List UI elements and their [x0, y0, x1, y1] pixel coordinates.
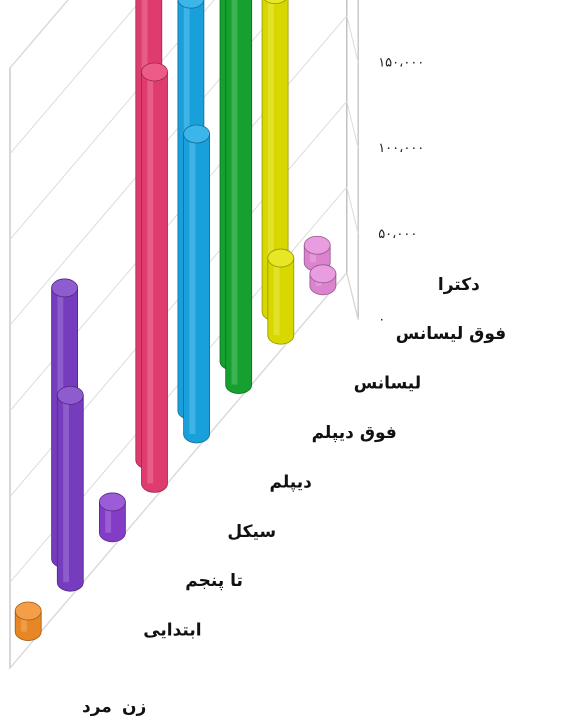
bar-top — [141, 62, 168, 82]
y-tick-label: ۰ — [378, 313, 385, 328]
category-label: لیسانس — [354, 374, 421, 394]
bar-body — [225, 0, 253, 394]
bar-top — [264, 0, 287, 5]
bar-highlight — [105, 501, 112, 533]
bar-3-1 — [141, 62, 168, 493]
bar-highlight — [267, 0, 274, 312]
bar-2-1 — [99, 492, 126, 543]
bar-4-1 — [183, 124, 211, 444]
bar-body — [183, 133, 210, 444]
chart-bars — [14, 0, 337, 641]
bar-highlight — [231, 0, 238, 385]
category-label: ابتدایی — [143, 621, 201, 641]
bar-6-0 — [261, 0, 289, 322]
gridline-side — [9, 0, 69, 69]
category-label: تا پنجم — [185, 571, 243, 591]
series-label: مرد — [82, 697, 112, 717]
bar-top — [51, 278, 78, 298]
bar-highlight — [21, 611, 27, 632]
bar-1-1 — [56, 385, 84, 592]
bar-5-1 — [225, 0, 253, 394]
bar-top — [309, 264, 337, 284]
series-label: زن — [122, 697, 146, 717]
bar-highlight — [63, 395, 69, 583]
gridline-side — [9, 0, 142, 155]
y-axis-ticks: ۰۵۰،۰۰۰۱۰۰،۰۰۰۱۵۰،۰۰۰۲۰۰،۰۰۰۲۵۰،۰۰۰۳۰۰،۰… — [378, 55, 424, 328]
bar-body — [267, 257, 295, 345]
gridline-back — [346, 272, 359, 320]
category-label: فوق دیپلم — [312, 423, 397, 443]
bar-7-1 — [309, 264, 337, 296]
bar-top — [183, 124, 211, 144]
bar-body — [56, 394, 84, 592]
bar-top — [99, 492, 126, 512]
bar-0-1 — [14, 601, 42, 641]
bar-6-1 — [267, 248, 295, 345]
bar-top — [56, 385, 84, 405]
category-label: سیکل — [227, 522, 276, 542]
category-label: دیپلم — [270, 472, 313, 492]
bar-body — [141, 71, 168, 493]
bar-highlight — [147, 71, 154, 484]
bar-highlight — [273, 258, 280, 336]
gridline-back — [346, 101, 359, 149]
bar-top — [177, 0, 205, 9]
category-label: دکترا — [438, 275, 480, 295]
y-tick-label: ۱۵۰،۰۰۰ — [378, 55, 424, 70]
bar-top — [303, 235, 331, 255]
y-tick-label: ۵۰،۰۰۰ — [378, 227, 417, 242]
series-labels: مرد زن — [82, 697, 146, 717]
bar-top — [14, 601, 42, 621]
bar-top — [267, 248, 295, 268]
y-tick-label: ۱۰۰،۰۰۰ — [378, 141, 424, 156]
gridline-back — [346, 186, 359, 235]
bar-highlight — [189, 134, 196, 434]
category-labels: ابتدایی تا پنجم سیکل دیپلم فوق دیپلم لیسانس فو… — [143, 275, 506, 641]
category-label: فوق لیسانس — [396, 324, 506, 344]
gridline-back — [346, 15, 359, 63]
back-wall — [346, 0, 359, 320]
